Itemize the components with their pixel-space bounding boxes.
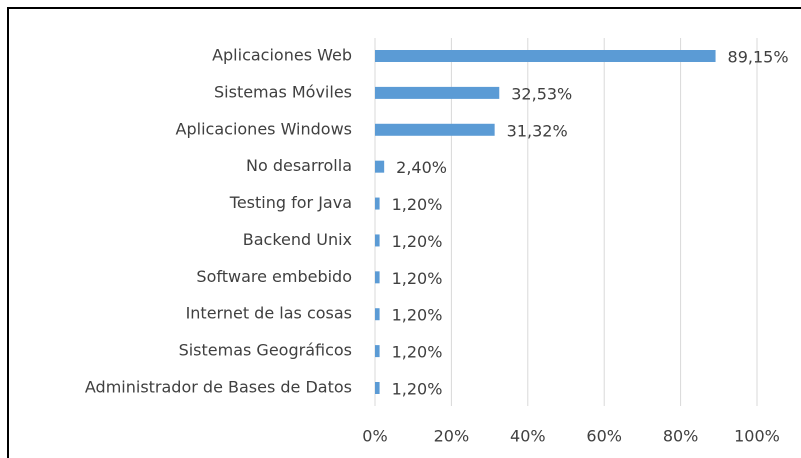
x-tick-label: 40% xyxy=(510,427,546,446)
bar xyxy=(375,271,380,284)
bar xyxy=(375,345,380,358)
y-tick-label: Software embebido xyxy=(196,267,352,286)
y-tick-label: No desarrolla xyxy=(246,156,352,175)
value-label: 1,20% xyxy=(392,380,443,399)
bar xyxy=(375,308,380,321)
y-tick-label: Sistemas Geográficos xyxy=(179,341,352,360)
x-tick-label: 80% xyxy=(663,427,699,446)
bar xyxy=(375,197,380,210)
y-tick-label: Aplicaciones Web xyxy=(212,46,352,65)
value-label: 89,15% xyxy=(728,48,789,67)
bar xyxy=(375,382,380,394)
y-tick-label: Backend Unix xyxy=(243,230,352,249)
bar xyxy=(375,160,385,173)
bar xyxy=(375,234,380,247)
bar xyxy=(375,86,500,99)
value-label: 32,53% xyxy=(511,84,572,103)
y-tick-label: Testing for Java xyxy=(229,193,352,212)
y-tick-label: Administrador de Bases de Datos xyxy=(85,378,352,397)
bar xyxy=(375,123,495,136)
value-label: 1,20% xyxy=(392,269,443,288)
value-label: 2,40% xyxy=(396,158,447,177)
x-tick-label: 60% xyxy=(586,427,622,446)
x-tick-label: 100% xyxy=(734,427,780,446)
y-tick-label: Sistemas Móviles xyxy=(214,82,352,101)
value-label: 1,20% xyxy=(392,306,443,325)
value-label: 1,20% xyxy=(392,232,443,251)
y-tick-label: Internet de las cosas xyxy=(186,304,352,323)
bar xyxy=(375,50,716,62)
value-label: 1,20% xyxy=(392,343,443,362)
frame xyxy=(7,7,801,458)
value-label: 1,20% xyxy=(392,195,443,214)
x-tick-label: 0% xyxy=(362,427,387,446)
value-label: 31,32% xyxy=(507,121,568,140)
y-tick-label: Aplicaciones Windows xyxy=(176,119,352,138)
x-tick-label: 20% xyxy=(434,427,470,446)
